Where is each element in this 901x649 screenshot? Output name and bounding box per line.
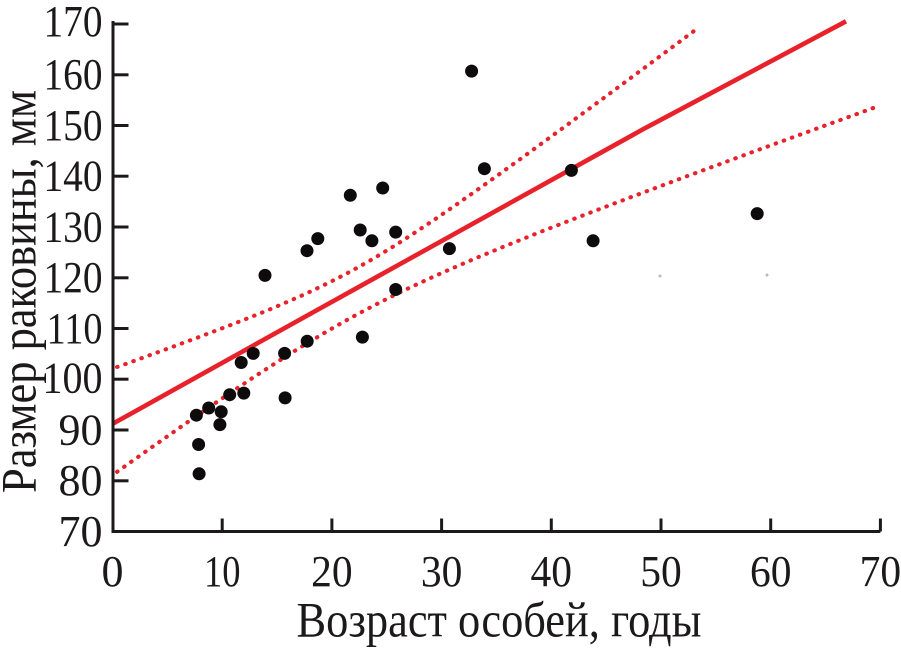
svg-text:100: 100 xyxy=(43,354,103,403)
svg-text:Размер раковины, мм: Размер раковины, мм xyxy=(0,90,47,493)
svg-text:130: 130 xyxy=(44,202,103,251)
svg-text:80: 80 xyxy=(59,456,103,505)
svg-text:40: 40 xyxy=(531,547,573,596)
svg-text:0: 0 xyxy=(102,547,124,596)
svg-text:140: 140 xyxy=(44,152,103,201)
svg-text:70: 70 xyxy=(59,507,103,556)
svg-text:10: 10 xyxy=(204,547,241,596)
svg-text:20: 20 xyxy=(311,547,353,596)
svg-text:150: 150 xyxy=(44,101,103,150)
svg-text:160: 160 xyxy=(44,50,103,99)
svg-text:50: 50 xyxy=(640,547,682,596)
svg-text:70: 70 xyxy=(860,547,901,596)
svg-text:120: 120 xyxy=(44,253,103,302)
svg-text:Возраст особей, годы: Возраст особей, годы xyxy=(297,592,702,648)
svg-text:170: 170 xyxy=(44,0,103,46)
svg-text:110: 110 xyxy=(47,304,103,353)
svg-text:60: 60 xyxy=(750,547,792,596)
svg-text:30: 30 xyxy=(421,547,463,596)
svg-text:90: 90 xyxy=(59,405,103,454)
